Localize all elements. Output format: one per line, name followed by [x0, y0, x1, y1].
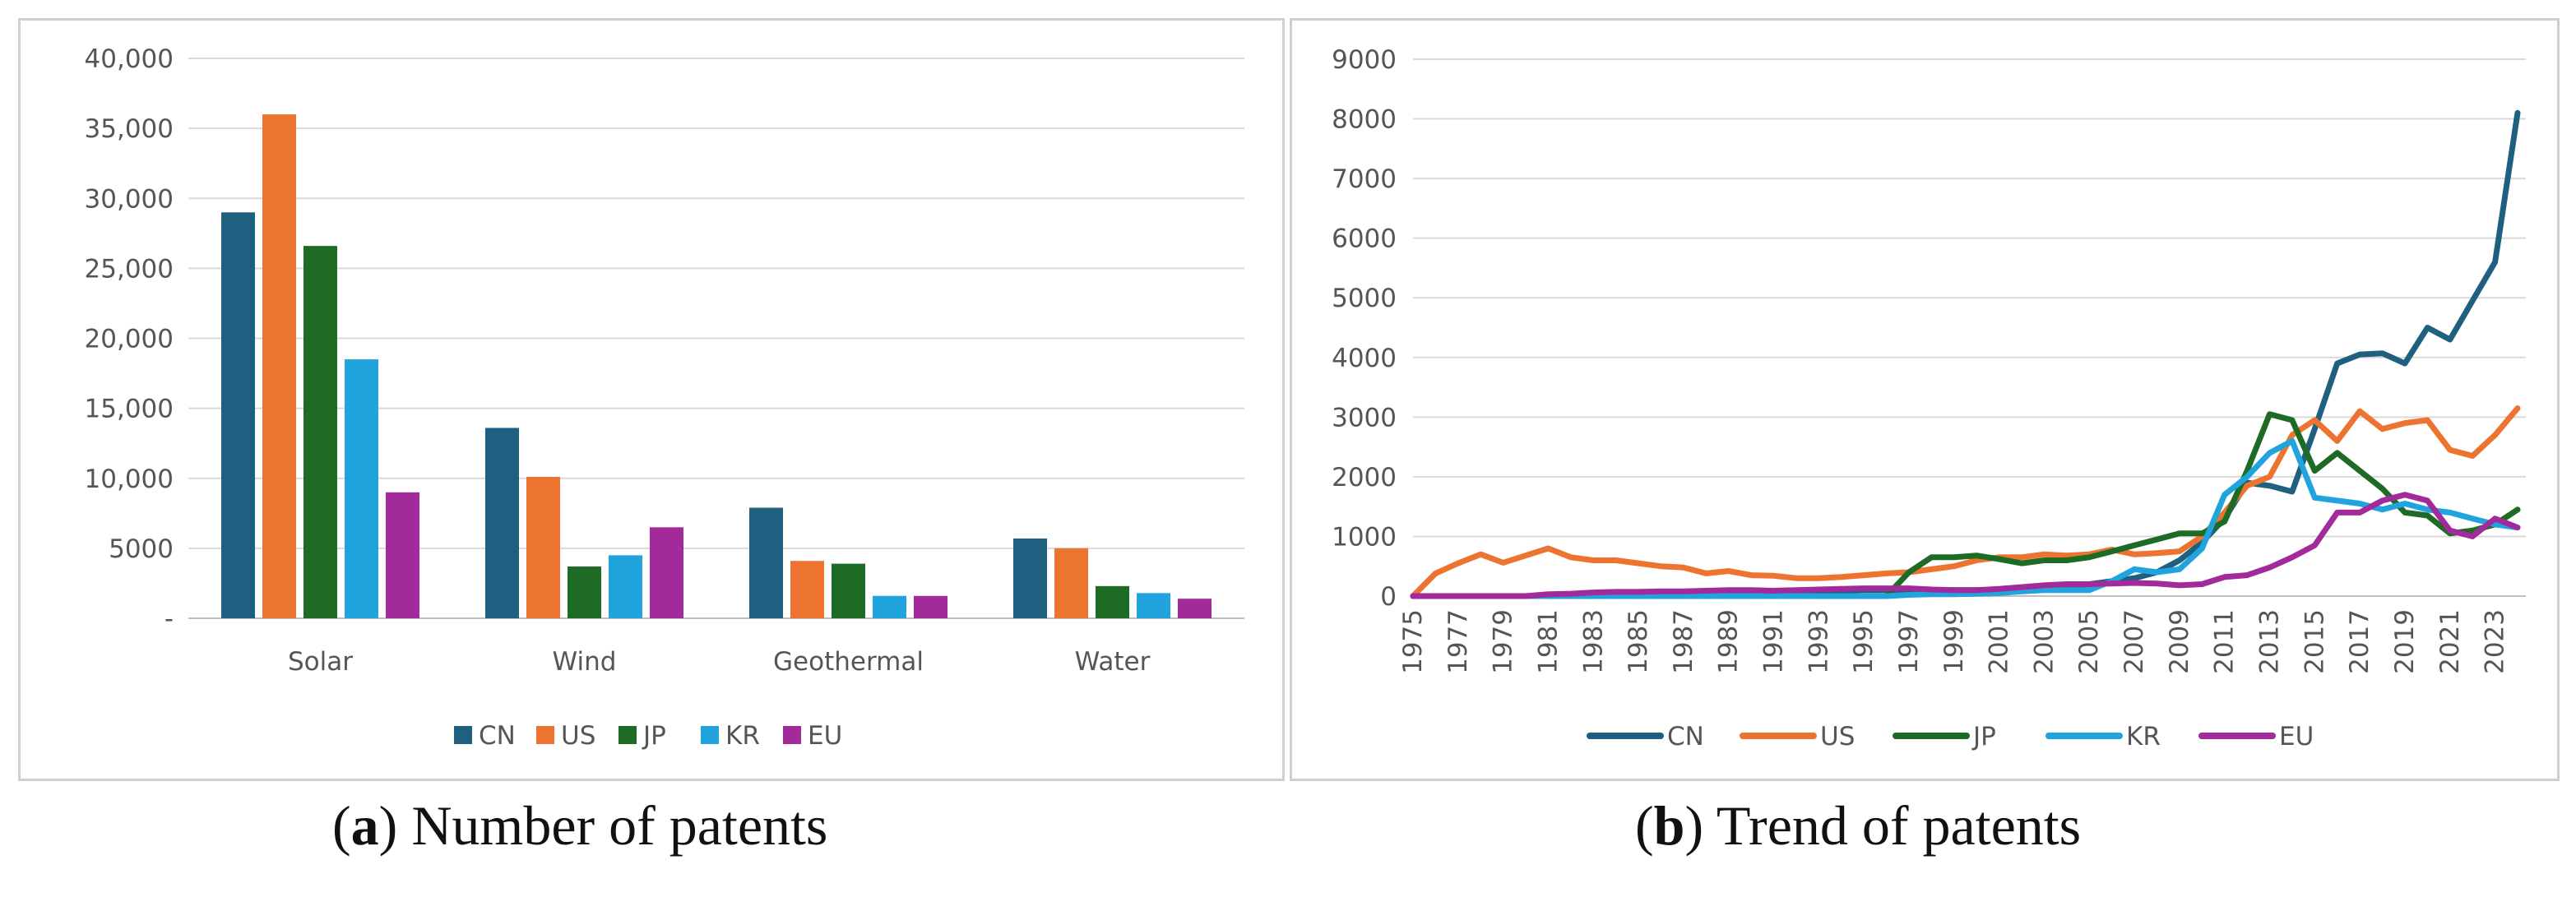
- legend-label-jp: JP: [1971, 722, 1996, 751]
- legend-label-us: US: [1820, 722, 1855, 751]
- legend-label-us: US: [561, 721, 595, 751]
- caption-b-label: b: [1653, 794, 1685, 857]
- y-tick-label: 5000: [1332, 284, 1397, 313]
- x-tick-label: 2009: [2165, 609, 2194, 674]
- x-tick-label: 2007: [2120, 609, 2149, 674]
- legend-label-eu: EU: [2279, 722, 2314, 751]
- y-tick-label: 1000: [1332, 522, 1397, 552]
- x-tick-label: 2023: [2481, 609, 2510, 674]
- y-tick-label: 10,000: [85, 465, 174, 494]
- x-tick-label: 2005: [2074, 609, 2104, 674]
- bar-chart: - 5000 10,000 15,000 20,000 25,000 30,000 35,00…: [85, 44, 1244, 751]
- x-tick-label: 2003: [2029, 609, 2059, 674]
- x-tick-label: 1979: [1489, 609, 1518, 674]
- x-tick-label: 2021: [2435, 609, 2465, 674]
- legend-swatch-kr: [701, 726, 719, 744]
- bar-jp-water: [1096, 585, 1129, 618]
- bar-us-solar: [262, 114, 296, 619]
- y-tick-label: 6000: [1332, 224, 1397, 254]
- caption-a: (a) Number of patents: [332, 794, 828, 857]
- x-tick-label: 1981: [1533, 609, 1563, 674]
- legend-swatch-cn: [454, 726, 472, 744]
- line-eu: [1410, 492, 2521, 599]
- legend-label-kr: KR: [725, 721, 760, 751]
- bar-kr-wind: [609, 555, 642, 618]
- x-tick-label: 1977: [1443, 609, 1473, 674]
- x-tick-label: 1975: [1398, 609, 1428, 674]
- bar-jp-wind: [568, 566, 601, 618]
- bar-cn-solar: [221, 212, 255, 618]
- bar-cn-geothermal: [749, 507, 783, 618]
- x-tick-label: 1993: [1804, 609, 1833, 674]
- bar-eu-water: [1178, 599, 1212, 618]
- legend-label-jp: JP: [642, 721, 666, 751]
- bar-eu-geothermal: [914, 595, 947, 618]
- x-tick-label: 2001: [1985, 609, 2014, 674]
- line-cn: [1410, 109, 2521, 599]
- x-tick-label: 1997: [1894, 609, 1924, 674]
- x-tick-label: 1985: [1624, 609, 1653, 674]
- y-tick-label: 5000: [109, 534, 174, 564]
- bar-us-water: [1054, 548, 1088, 618]
- legend-label-cn: CN: [479, 721, 516, 751]
- bar-kr-solar: [345, 359, 378, 618]
- panel-b: 0 1000 2000 3000 4000 5000 6000 7000 8000 9000 197…: [1290, 18, 2560, 781]
- y-tick-label: 7000: [1332, 164, 1397, 194]
- bar-kr-water: [1137, 593, 1170, 618]
- bar-us-geothermal: [790, 561, 824, 618]
- x-tick-label: 2019: [2390, 609, 2420, 674]
- y-tick-label: 9000: [1332, 45, 1397, 75]
- y-tick-label: 35,000: [85, 114, 174, 144]
- line-us: [1410, 405, 2521, 599]
- x-tick-label: 1989: [1714, 609, 1744, 674]
- line-kr: [1410, 437, 2521, 599]
- legend-label-cn: CN: [1667, 722, 1704, 751]
- bar-eu-solar: [386, 492, 419, 618]
- y-tick-label: 40,000: [85, 44, 174, 74]
- bar-cn-water: [1013, 538, 1047, 618]
- bar-cn-wind: [485, 428, 519, 618]
- x-tick-label: 2015: [2300, 609, 2329, 674]
- x-category-label: Water: [1075, 647, 1151, 677]
- x-category-label: Geothermal: [773, 647, 924, 677]
- x-tick-label: 1987: [1669, 609, 1698, 674]
- x-tick-label: 1991: [1759, 609, 1789, 674]
- bar-eu-wind: [650, 527, 683, 618]
- y-tick-label: 8000: [1332, 105, 1397, 135]
- caption-b-text: Trend of patents: [1716, 794, 2082, 857]
- x-tick-label: 1983: [1578, 609, 1608, 674]
- caption-a-label: a: [350, 794, 379, 857]
- legend-swatch-us: [536, 726, 554, 744]
- bar-jp-geothermal: [832, 563, 865, 618]
- y-tick-label: 4000: [1332, 344, 1397, 373]
- bar-us-wind: [526, 477, 560, 618]
- x-tick-label: 2013: [2255, 609, 2285, 674]
- x-tick-label: 2011: [2210, 609, 2240, 674]
- bar-kr-geothermal: [873, 595, 906, 618]
- legend-label-kr: KR: [2126, 722, 2161, 751]
- y-tick-label: 20,000: [85, 325, 174, 354]
- y-tick-label: 0: [1380, 582, 1397, 612]
- y-tick-label: 25,000: [85, 254, 174, 284]
- x-tick-label: 1999: [1939, 609, 1969, 674]
- y-tick-label: 3000: [1332, 403, 1397, 432]
- caption-a-text: Number of patents: [411, 794, 828, 857]
- legend-label-eu: EU: [808, 721, 842, 751]
- legend-swatch-jp: [619, 726, 637, 744]
- panel-a: - 5000 10,000 15,000 20,000 25,000 30,000 35,00…: [18, 18, 1285, 781]
- y-tick-label: 2000: [1332, 463, 1397, 492]
- y-tick-label: -: [164, 604, 174, 634]
- legend-swatch-eu: [783, 726, 801, 744]
- bar-jp-solar: [303, 246, 337, 618]
- x-tick-label: 1995: [1849, 609, 1879, 674]
- line-chart: 0 1000 2000 3000 4000 5000 6000 7000 8000 9000 197…: [1332, 45, 2526, 751]
- x-tick-label: 2017: [2345, 609, 2374, 674]
- x-category-label: Solar: [288, 647, 353, 677]
- y-tick-label: 15,000: [85, 395, 174, 424]
- y-tick-label: 30,000: [85, 184, 174, 214]
- x-category-label: Wind: [553, 647, 617, 677]
- caption-b: (b) Trend of patents: [1635, 794, 2082, 857]
